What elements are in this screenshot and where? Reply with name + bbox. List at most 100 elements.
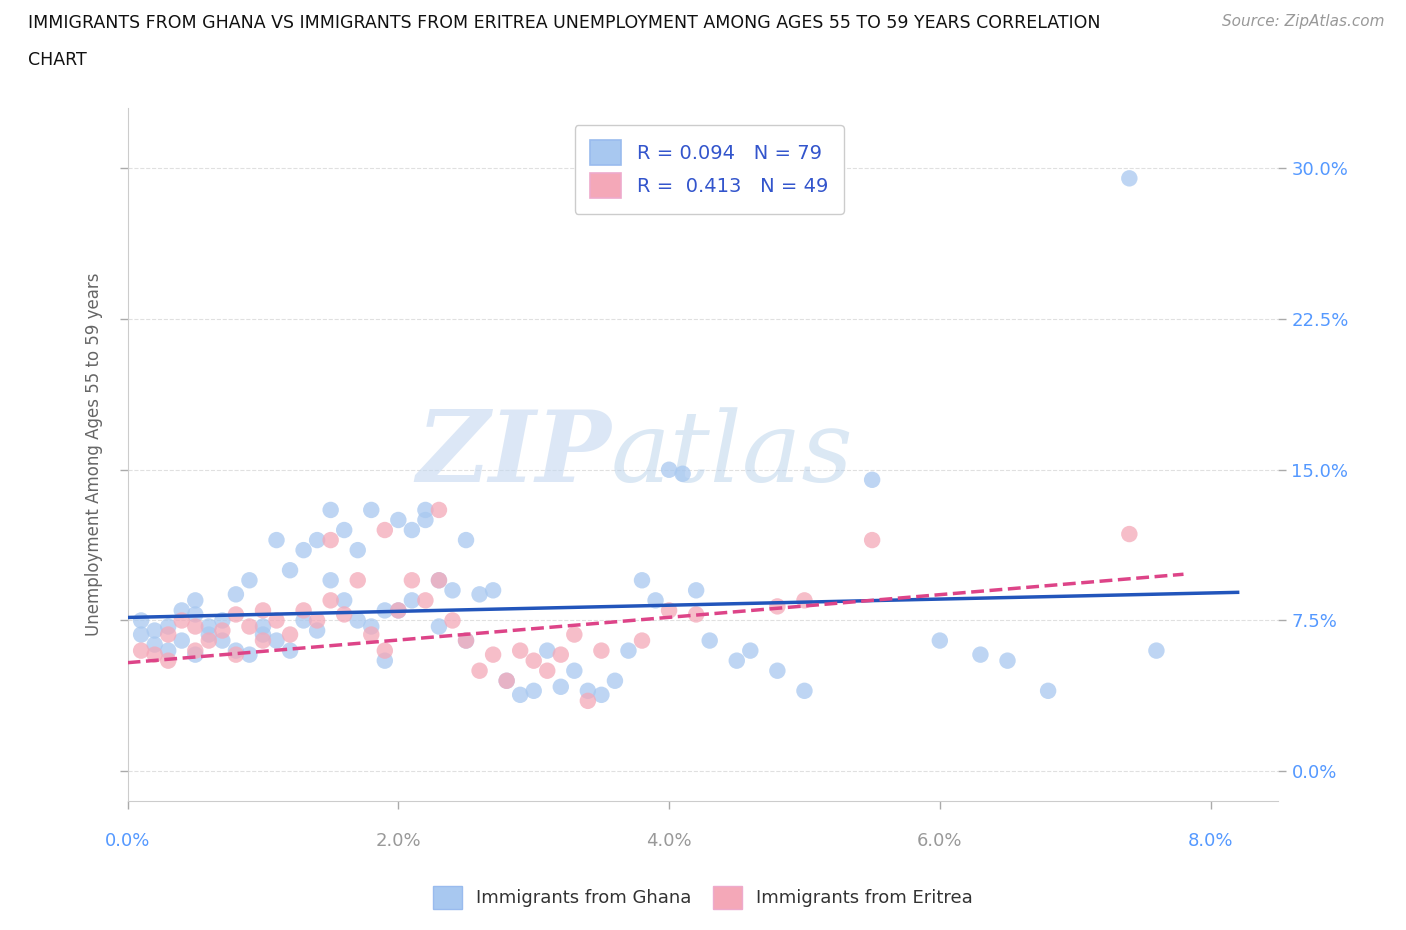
- Point: [766, 663, 789, 678]
- Point: [468, 663, 491, 678]
- Text: 0.0%: 0.0%: [105, 832, 150, 850]
- Point: [157, 627, 180, 642]
- Point: [997, 653, 1019, 668]
- Point: [685, 583, 707, 598]
- Point: [211, 613, 233, 628]
- Point: [252, 619, 274, 634]
- Point: [415, 502, 437, 517]
- Y-axis label: Unemployment Among Ages 55 to 59 years: Unemployment Among Ages 55 to 59 years: [86, 272, 103, 636]
- Text: CHART: CHART: [28, 51, 87, 69]
- Point: [266, 613, 288, 628]
- Point: [482, 583, 505, 598]
- Point: [346, 543, 368, 558]
- Point: [427, 619, 450, 634]
- Point: [157, 653, 180, 668]
- Point: [617, 644, 640, 658]
- Point: [170, 603, 193, 618]
- Point: [198, 633, 221, 648]
- Point: [143, 623, 166, 638]
- Point: [468, 587, 491, 602]
- Point: [415, 593, 437, 608]
- Point: [266, 533, 288, 548]
- Point: [360, 619, 382, 634]
- Point: [536, 663, 558, 678]
- Point: [143, 647, 166, 662]
- Point: [184, 644, 207, 658]
- Point: [550, 679, 572, 694]
- Text: Source: ZipAtlas.com: Source: ZipAtlas.com: [1222, 14, 1385, 29]
- Point: [225, 644, 247, 658]
- Point: [415, 512, 437, 527]
- Point: [644, 593, 666, 608]
- Point: [454, 533, 477, 548]
- Point: [562, 663, 585, 678]
- Point: [225, 587, 247, 602]
- Point: [591, 687, 613, 702]
- Point: [658, 462, 681, 477]
- Point: [1036, 684, 1059, 698]
- Point: [699, 633, 721, 648]
- Point: [969, 647, 991, 662]
- Point: [523, 653, 546, 668]
- Point: [278, 644, 301, 658]
- Point: [346, 573, 368, 588]
- Point: [374, 653, 396, 668]
- Point: [658, 603, 681, 618]
- Point: [292, 603, 315, 618]
- Point: [252, 603, 274, 618]
- Text: 2.0%: 2.0%: [375, 832, 422, 850]
- Legend: R = 0.094   N = 79, R =  0.413   N = 49: R = 0.094 N = 79, R = 0.413 N = 49: [575, 125, 844, 214]
- Point: [198, 619, 221, 634]
- Point: [360, 502, 382, 517]
- Point: [401, 593, 423, 608]
- Point: [387, 603, 409, 618]
- Point: [184, 619, 207, 634]
- Point: [129, 644, 152, 658]
- Point: [307, 623, 329, 638]
- Text: atlas: atlas: [610, 407, 853, 502]
- Point: [238, 619, 260, 634]
- Point: [427, 502, 450, 517]
- Point: [860, 472, 883, 487]
- Point: [333, 607, 356, 622]
- Point: [576, 694, 599, 709]
- Point: [1118, 526, 1140, 541]
- Point: [509, 687, 531, 702]
- Point: [278, 627, 301, 642]
- Point: [441, 613, 464, 628]
- Point: [143, 637, 166, 652]
- Point: [238, 647, 260, 662]
- Point: [928, 633, 950, 648]
- Point: [441, 583, 464, 598]
- Point: [793, 684, 815, 698]
- Legend: Immigrants from Ghana, Immigrants from Eritrea: Immigrants from Ghana, Immigrants from E…: [426, 879, 980, 916]
- Point: [672, 466, 695, 481]
- Point: [427, 573, 450, 588]
- Point: [536, 644, 558, 658]
- Point: [319, 533, 342, 548]
- Point: [427, 573, 450, 588]
- Point: [1118, 171, 1140, 186]
- Point: [603, 673, 626, 688]
- Point: [346, 613, 368, 628]
- Point: [374, 644, 396, 658]
- Point: [198, 627, 221, 642]
- Point: [157, 644, 180, 658]
- Point: [591, 644, 613, 658]
- Point: [793, 593, 815, 608]
- Point: [576, 684, 599, 698]
- Point: [170, 613, 193, 628]
- Text: ZIP: ZIP: [416, 406, 610, 503]
- Point: [495, 673, 517, 688]
- Point: [482, 647, 505, 662]
- Point: [319, 502, 342, 517]
- Point: [454, 633, 477, 648]
- Point: [238, 573, 260, 588]
- Point: [550, 647, 572, 662]
- Point: [129, 613, 152, 628]
- Point: [307, 533, 329, 548]
- Point: [495, 673, 517, 688]
- Point: [631, 633, 654, 648]
- Point: [319, 573, 342, 588]
- Point: [509, 644, 531, 658]
